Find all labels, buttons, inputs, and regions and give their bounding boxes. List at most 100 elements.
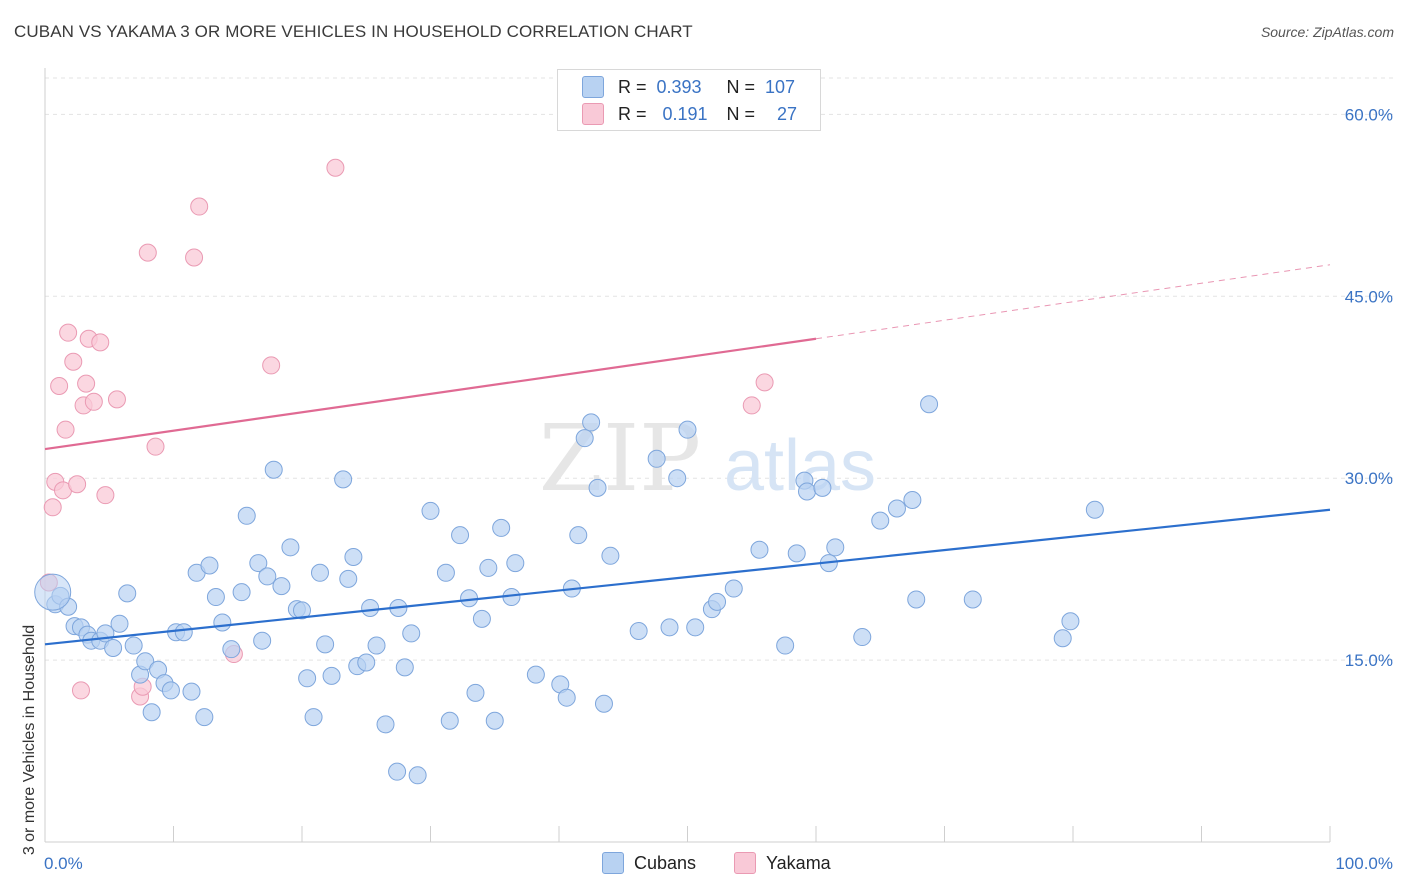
- yakama-point: [755, 373, 774, 392]
- series-legend: Cubans Yakama: [0, 852, 1406, 878]
- chart-title: CUBAN VS YAKAMA 3 OR MORE VEHICLES IN HO…: [14, 22, 693, 41]
- cubans-point: [249, 554, 268, 573]
- cubans-point: [388, 762, 407, 781]
- cubans-point: [776, 636, 795, 655]
- cubans-point: [293, 601, 311, 620]
- yakama-trendline-extension: [815, 264, 1331, 340]
- cubans-point: [206, 588, 225, 607]
- cubans-point: [136, 652, 155, 671]
- legend-r-label: R =: [618, 76, 647, 97]
- cubans-swatch: [602, 852, 624, 874]
- cubans-point: [871, 511, 890, 530]
- yakama-point: [138, 243, 157, 262]
- yakama-point: [71, 681, 90, 700]
- cubans-point: [142, 703, 161, 722]
- cubans-swatch: [582, 76, 604, 98]
- y-tick-label: 15.0%: [1345, 651, 1393, 670]
- cubans-point: [322, 666, 341, 685]
- watermark-zip: ZIP: [539, 405, 701, 512]
- yakama-point: [742, 396, 761, 415]
- cubans-point: [569, 526, 588, 545]
- cubans-point: [395, 658, 414, 677]
- cubans-point: [678, 420, 697, 439]
- cubans-point: [253, 631, 272, 650]
- yakama-point: [185, 248, 204, 267]
- yakama-swatch: [734, 852, 756, 874]
- cubans-point: [708, 592, 727, 611]
- cubans-point: [853, 628, 872, 647]
- yakama-point: [56, 420, 75, 439]
- cubans-point: [316, 635, 335, 654]
- cubans-point-large: [34, 573, 72, 611]
- legend-row-cubans: R = 0.393 N = 107: [582, 75, 795, 99]
- yakama-point: [59, 323, 78, 342]
- cubans-point: [124, 636, 143, 655]
- cubans-point: [402, 624, 421, 643]
- cubans-point: [647, 449, 666, 468]
- cubans-point: [174, 623, 193, 642]
- cubans-point: [575, 429, 594, 448]
- cubans-point: [357, 653, 376, 672]
- legend-label-cubans: Cubans: [634, 852, 697, 873]
- cubans-point: [298, 669, 317, 688]
- cubans-point: [1085, 500, 1104, 519]
- yakama-point: [43, 498, 62, 517]
- cubans-point: [582, 413, 601, 432]
- x-tick-label: 100.0%: [1335, 854, 1393, 873]
- cubans-point: [339, 569, 358, 588]
- yakama-point: [146, 437, 165, 456]
- cubans-point: [258, 567, 277, 586]
- cubans-point: [281, 538, 300, 557]
- legend-label-yakama: Yakama: [766, 852, 831, 873]
- cubans-point: [724, 579, 743, 598]
- cubans-point: [903, 491, 922, 510]
- cubans-point: [222, 640, 241, 659]
- cubans-point: [436, 563, 455, 582]
- cubans-point: [376, 715, 395, 734]
- cubans-point: [304, 708, 323, 727]
- cubans-point: [887, 499, 906, 518]
- cubans-point: [826, 538, 845, 557]
- cubans-point: [344, 548, 363, 567]
- source-label: Source: ZipAtlas.com: [1260, 24, 1394, 40]
- cubans-point: [588, 478, 607, 497]
- legend-item-cubans[interactable]: Cubans: [602, 852, 696, 874]
- yakama-point: [77, 374, 96, 393]
- cubans-point: [310, 563, 329, 582]
- cubans-point: [367, 636, 386, 655]
- cubans-point: [110, 614, 129, 633]
- cubans-point: [1061, 612, 1080, 631]
- cubans-point: [594, 694, 613, 713]
- legend-n-label: N =: [726, 76, 756, 97]
- cubans-point: [195, 708, 214, 727]
- legend-r-value: 0.191: [662, 103, 708, 124]
- cubans-point: [492, 518, 511, 537]
- yakama-point: [190, 197, 209, 216]
- cubans-point: [161, 681, 180, 700]
- yakama-point: [107, 390, 126, 409]
- yakama-swatch: [582, 103, 604, 125]
- yakama-point: [50, 377, 69, 396]
- cubans-point: [334, 470, 353, 489]
- cubans-point: [557, 688, 576, 707]
- cubans-trendline: [44, 508, 1331, 646]
- cubans-point: [907, 590, 926, 609]
- cubans-point: [104, 638, 123, 657]
- yakama-point: [96, 486, 115, 505]
- stats-legend: R = 0.393 N = 107 R = 0.191 N = 27: [557, 69, 821, 131]
- yakama-point: [326, 158, 345, 177]
- legend-item-yakama[interactable]: Yakama: [734, 852, 831, 874]
- cubans-point: [182, 682, 201, 701]
- cubans-point: [526, 665, 545, 684]
- yakama-point: [64, 352, 83, 371]
- cubans-point: [472, 609, 491, 628]
- cubans-point: [506, 554, 525, 573]
- yakama-trendline: [44, 337, 817, 451]
- cubans-point: [660, 618, 679, 637]
- cubans-point: [361, 598, 380, 617]
- legend-r-value: 0.393: [656, 76, 702, 97]
- cubans-point: [920, 395, 939, 414]
- cubans-point: [118, 584, 137, 603]
- y-tick-label: 30.0%: [1345, 469, 1393, 488]
- cubans-point: [601, 546, 620, 565]
